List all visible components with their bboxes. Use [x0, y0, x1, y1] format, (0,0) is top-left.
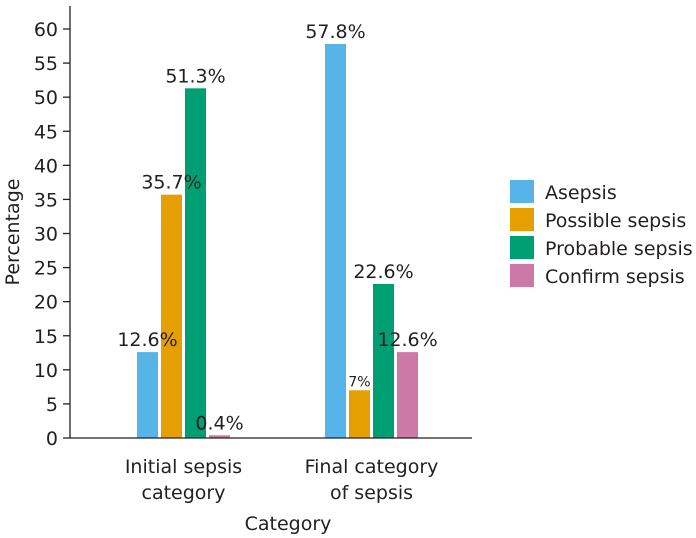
- data-label: 35.7%: [141, 172, 201, 194]
- y-tick-label: 25: [34, 258, 58, 280]
- legend-label: Asepsis: [545, 182, 617, 204]
- data-label: 12.6%: [117, 329, 177, 351]
- y-tick-label: 20: [34, 292, 58, 314]
- y-tick-label: 35: [34, 189, 58, 211]
- y-axis-title: Percentage: [2, 179, 24, 286]
- bar-probable-sepsis-final: [373, 283, 394, 438]
- data-label: 0.4%: [195, 412, 243, 434]
- legend-swatch-asepsis: [510, 180, 534, 203]
- category-label: Final category: [305, 456, 439, 478]
- y-tick-label: 5: [46, 394, 58, 416]
- legend-swatch-possible-sepsis: [510, 208, 534, 231]
- bar-confirm-sepsis-final: [397, 352, 418, 438]
- y-tick-label: 60: [34, 19, 58, 41]
- data-label: 12.6%: [377, 329, 437, 351]
- data-label: 7%: [348, 374, 370, 390]
- category-label: Initial sepsis: [125, 456, 242, 478]
- y-tick-label: 50: [34, 87, 58, 109]
- legend: Asepsis Possible sepsis Probable sepsis Con…: [510, 180, 693, 288]
- y-tick-label: 15: [34, 326, 58, 348]
- legend-label: Possible sepsis: [545, 210, 686, 232]
- bar-probable-sepsis-initial: [185, 88, 206, 439]
- y-tick-label: 55: [34, 53, 58, 75]
- legend-label: Confirm sepsis: [545, 266, 685, 288]
- bar-possible-sepsis-initial: [161, 194, 182, 438]
- y-tick-label: 0: [46, 428, 58, 450]
- legend-swatch-probable-sepsis: [510, 236, 534, 259]
- bar-asepsis-final: [325, 43, 346, 438]
- bar-asepsis-initial: [137, 352, 158, 438]
- x-axis-title: Category: [245, 513, 332, 535]
- data-label: 51.3%: [165, 65, 225, 87]
- bar-possible-sepsis-final: [349, 390, 370, 438]
- category-labels: Initial sepsis category Final category of s…: [125, 456, 439, 504]
- y-tick-label: 30: [34, 224, 58, 246]
- bars: [137, 43, 418, 439]
- category-label: of sepsis: [330, 482, 413, 504]
- data-label: 22.6%: [353, 261, 413, 283]
- bar-confirm-sepsis-initial: [209, 435, 230, 438]
- y-tick-label: 10: [34, 360, 58, 382]
- y-tick-label: 45: [34, 121, 58, 143]
- y-tick-label: 40: [34, 155, 58, 177]
- category-label: category: [142, 482, 226, 504]
- legend-swatch-confirm-sepsis: [510, 264, 534, 287]
- legend-label: Probable sepsis: [545, 238, 693, 260]
- data-label: 57.8%: [305, 21, 365, 43]
- data-labels: 12.6% 57.8% 35.7% 7% 51.3% 22.6% 0.4% 12.6%: [117, 21, 437, 434]
- y-axis-ticks: 0 5 10 15 20 25 30 35 40 45 50 55 60: [34, 19, 70, 450]
